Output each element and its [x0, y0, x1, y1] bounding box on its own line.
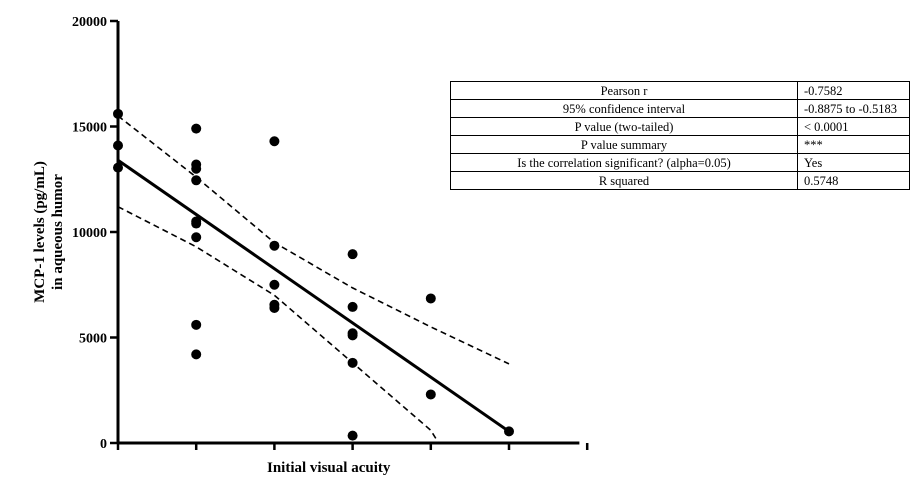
stats-row: P value (two-tailed) < 0.0001 [450, 117, 910, 136]
regression-line [117, 159, 510, 433]
stat-label: P value (two-tailed) [450, 117, 798, 136]
stats-row: R squared 0.5748 [450, 171, 910, 190]
y-tick-label: 15000 [72, 121, 107, 136]
stat-value: -0.8875 to -0.5183 [797, 99, 910, 118]
data-point [425, 293, 436, 304]
ci-lower-band [117, 205, 440, 444]
y-tick-label: 5000 [79, 332, 107, 347]
data-point [191, 232, 202, 243]
stat-value: Yes [797, 153, 910, 172]
data-point [347, 430, 358, 441]
data-point [269, 240, 280, 251]
data-point [113, 108, 123, 119]
y-axis-title-line: MCP-1 levels (pg/mL) [32, 161, 48, 303]
data-point [347, 249, 358, 260]
data-point [191, 218, 202, 229]
data-point [347, 330, 358, 341]
data-point [425, 389, 436, 400]
data-point [269, 136, 280, 147]
y-tick-label: 10000 [72, 226, 107, 241]
stats-row: P value summary *** [450, 135, 910, 154]
data-point [191, 319, 202, 330]
data-point [191, 163, 202, 174]
data-point [191, 349, 202, 360]
stat-value: 0.5748 [797, 171, 910, 190]
y-axis-title-line: in aqueous humor [50, 174, 66, 290]
data-point [113, 162, 123, 173]
data-point [504, 426, 514, 437]
correlation-stats-table: Pearson r -0.7582 95% confidence interval -… [450, 81, 910, 190]
stats-row: 95% confidence interval -0.8875 to -0.518… [450, 99, 910, 118]
data-point [191, 175, 202, 186]
x-axis-title: Initial visual acuity [267, 460, 391, 476]
stat-label: Pearson r [450, 81, 798, 100]
stat-label: 95% confidence interval [450, 99, 798, 118]
stat-label: R squared [450, 171, 798, 190]
data-point [347, 301, 358, 312]
stats-row: Pearson r -0.7582 [450, 81, 910, 100]
stat-value: *** [797, 135, 910, 154]
data-point [347, 357, 358, 368]
stat-label: Is the correlation significant? (alpha=0… [450, 153, 798, 172]
stat-value: -0.7582 [797, 81, 910, 100]
data-point [191, 123, 202, 134]
stat-label: P value summary [450, 135, 798, 154]
data-point [269, 302, 280, 313]
y-tick-label: 20000 [72, 15, 107, 30]
stats-row: Is the correlation significant? (alpha=0… [450, 153, 910, 172]
stat-value: < 0.0001 [797, 117, 910, 136]
y-tick-label: 0 [100, 437, 107, 452]
data-point [113, 140, 123, 151]
ci-upper-band [117, 115, 510, 365]
data-point [269, 279, 280, 290]
y-axis-title: MCP-1 levels (pg/mL) in aqueous humor [32, 161, 66, 303]
